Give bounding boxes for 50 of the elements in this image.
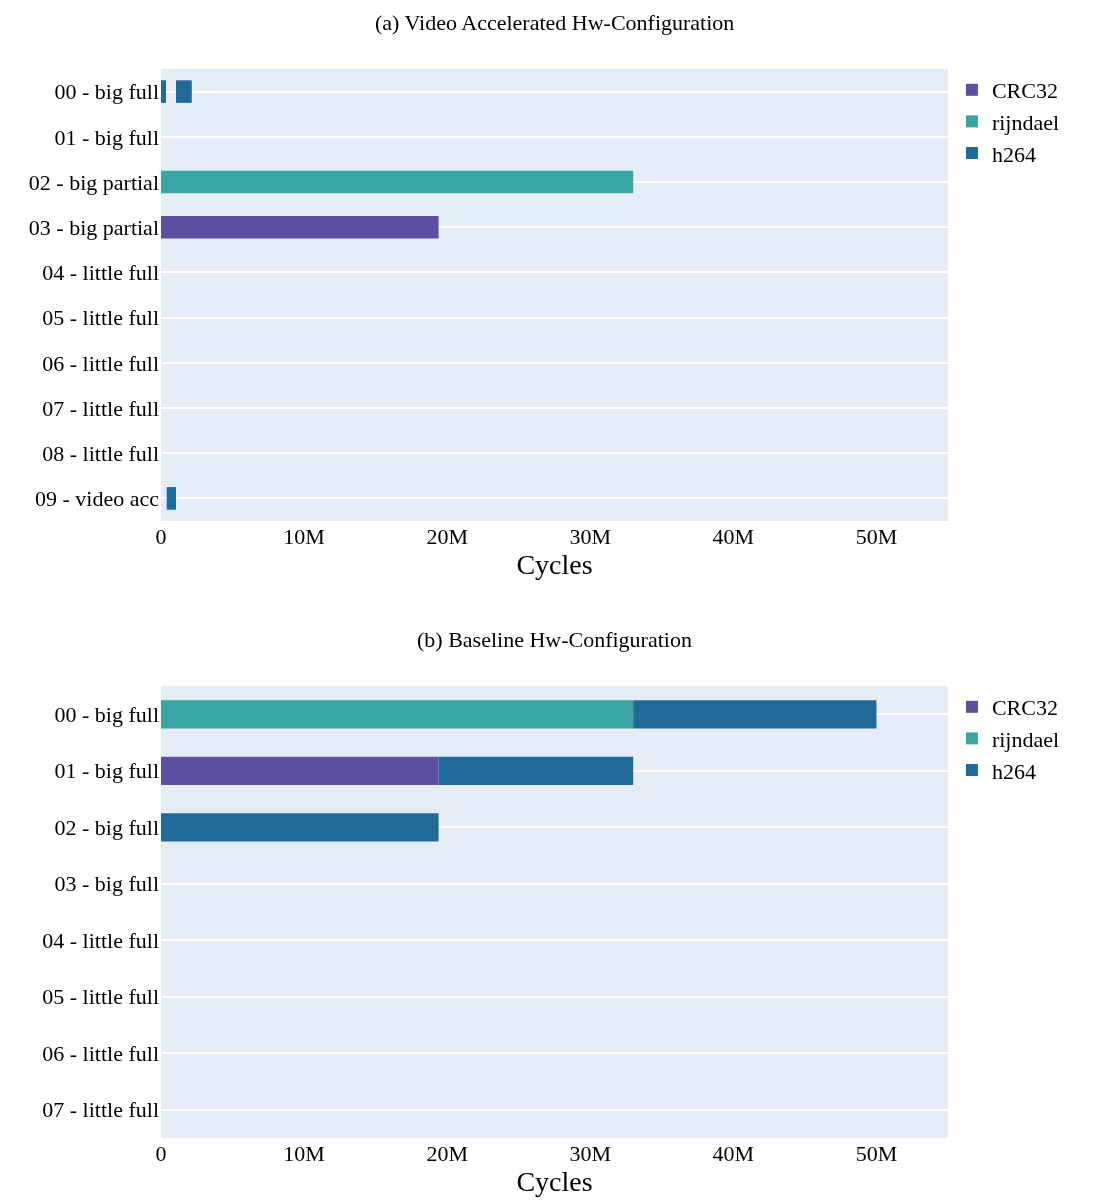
- y-tick-label: 07 - little full: [42, 395, 159, 421]
- x-tick-label: 20M: [426, 524, 468, 549]
- x-axis-title: Cycles: [516, 549, 593, 580]
- legend-label: h264: [991, 141, 1036, 167]
- y-tick-label: 01 - big full: [54, 758, 159, 784]
- bar: [633, 700, 877, 729]
- y-tick-label: 01 - big full: [54, 124, 159, 150]
- x-tick-label: 0: [155, 524, 167, 549]
- legend-label: CRC32: [991, 78, 1058, 104]
- y-tick-label: 06 - little full: [42, 1040, 159, 1066]
- y-tick-label: 02 - big partial: [28, 169, 159, 195]
- y-tick-label: 04 - little full: [42, 927, 159, 953]
- bar: [161, 700, 634, 729]
- y-tick-label: 00 - big full: [54, 701, 159, 727]
- legend-label: h264: [991, 758, 1036, 784]
- bar: [161, 215, 439, 239]
- y-tick-label: 05 - little full: [42, 305, 159, 331]
- x-tick-label: 40M: [712, 1141, 755, 1166]
- x-tick-label: 50M: [855, 524, 898, 549]
- bar: [161, 170, 634, 194]
- bar: [438, 756, 634, 785]
- x-tick-label: 30M: [569, 524, 612, 549]
- y-tick-label: 05 - little full: [42, 984, 159, 1010]
- y-tick-label: 07 - little full: [42, 1097, 159, 1123]
- x-tick-label: 10M: [283, 524, 325, 549]
- x-tick-label: 40M: [712, 524, 755, 549]
- y-tick-label: 08 - little full: [42, 440, 159, 466]
- x-tick-label: 10M: [283, 1141, 325, 1166]
- y-tick-label: 03 - big partial: [28, 214, 159, 240]
- y-tick-label: 00 - big full: [54, 79, 159, 105]
- chart-title: (b) Baseline Hw-Configuration: [417, 627, 692, 652]
- y-tick-label: 09 - video acc: [35, 486, 160, 512]
- x-tick-label: 50M: [855, 1141, 898, 1166]
- y-tick-label: 02 - big full: [54, 814, 159, 840]
- legend-label: CRC32: [991, 695, 1058, 721]
- bar: [161, 756, 439, 785]
- legend-label: rijndael: [991, 109, 1060, 135]
- y-tick-label: 04 - little full: [42, 260, 159, 286]
- bar: [166, 487, 177, 510]
- legend-label: rijndael: [991, 726, 1060, 752]
- x-tick-label: 30M: [569, 1141, 612, 1166]
- x-tick-label: 0: [155, 1141, 167, 1166]
- bar: [176, 80, 192, 103]
- y-tick-label: 06 - little full: [42, 350, 159, 376]
- chart-title: (a) Video Accelerated Hw-Configuration: [375, 10, 735, 35]
- bar: [161, 813, 439, 842]
- y-tick-label: 03 - big full: [54, 871, 159, 897]
- x-axis-title: Cycles: [516, 1166, 593, 1197]
- x-tick-label: 20M: [426, 1141, 468, 1166]
- bar: [161, 80, 167, 103]
